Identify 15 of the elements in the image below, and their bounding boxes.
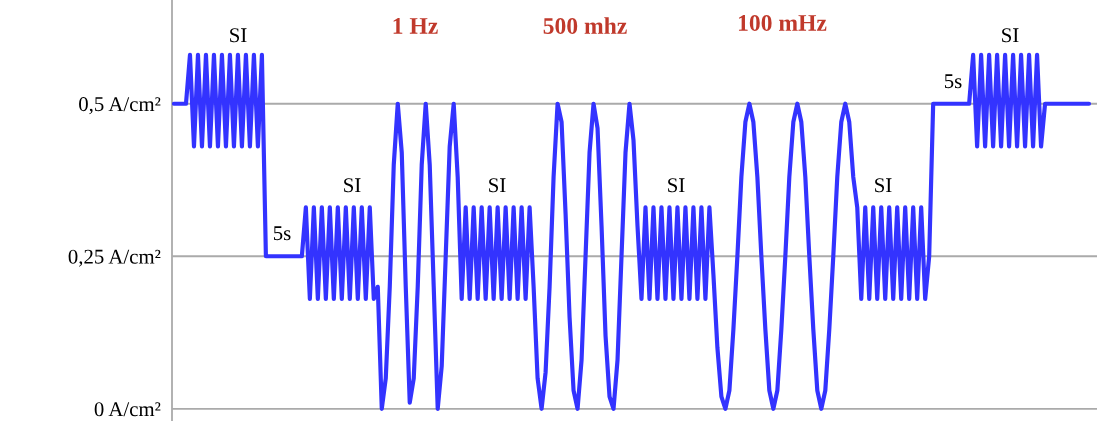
annotation: 5s [273, 226, 291, 241]
annotation: SI [668, 178, 685, 193]
annotation: SI [875, 178, 892, 193]
annotation: SI [1002, 28, 1019, 43]
annotation: 5s [944, 74, 962, 89]
annotation: 500 mhz [543, 17, 627, 34]
annotation: SI [344, 178, 361, 193]
annotation: 1 Hz [393, 18, 438, 34]
annotation: SI [230, 28, 247, 43]
line-series [172, 52, 1092, 411]
y-tick-label: 0,5 A/cm² [79, 97, 161, 115]
y-tick-label: 0 A/cm² [94, 402, 161, 417]
annotation: 100 mHz [738, 14, 827, 31]
y-tick-label: 0,25 A/cm² [68, 249, 161, 267]
annotation: SI [489, 178, 506, 193]
